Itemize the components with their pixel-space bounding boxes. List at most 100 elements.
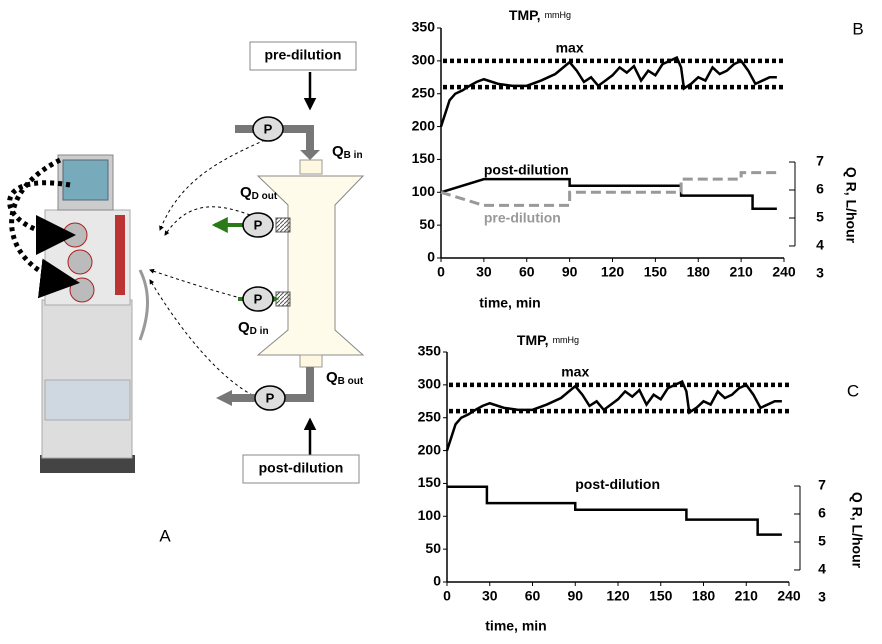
series-line [447, 485, 782, 536]
x-tick-label: 150 [644, 264, 668, 280]
x-tick-label: 30 [476, 264, 492, 280]
x-tick-label: 240 [772, 264, 796, 280]
y-tick-label: 0 [433, 573, 441, 589]
panel-label: C [847, 381, 859, 400]
y-tick-label: 300 [418, 376, 442, 392]
title-unit: mmHg [553, 335, 580, 345]
series-line [439, 55, 777, 127]
x-tick-label: 210 [729, 264, 753, 280]
x-tick-label: 30 [482, 588, 498, 604]
dashed-link [149, 268, 249, 301]
flow-label: QB in [332, 143, 363, 161]
x-tick-label: 0 [437, 264, 445, 280]
y2-tick-label: 3 [818, 589, 826, 605]
flow-label: QD in [238, 319, 269, 337]
flow-q: Q [326, 369, 338, 386]
box [249, 41, 357, 71]
x-label: time, min [479, 295, 540, 311]
y-tick-label: 50 [419, 216, 435, 232]
y-tick-label: 100 [412, 183, 436, 199]
x-tick-label: 180 [687, 264, 711, 280]
y-tick-label: 200 [412, 117, 436, 133]
y-tick-label: 200 [418, 441, 442, 457]
y-tick-label: 250 [418, 408, 442, 424]
x-tick-label: 0 [443, 588, 451, 604]
dialyzer [256, 175, 365, 356]
y2-tick-label: 5 [818, 533, 826, 549]
pump [242, 212, 274, 238]
box-label: pre-dilution [265, 47, 342, 63]
y-tick-label: 50 [425, 540, 441, 556]
pump-label: P [254, 217, 263, 232]
x-tick-label: 60 [519, 264, 535, 280]
dialysis-machine [40, 154, 149, 473]
y2-label: Q R, L/hour [843, 167, 859, 244]
x-tick-label: 90 [562, 264, 578, 280]
cap [299, 354, 323, 368]
x-tick-label: 150 [649, 588, 673, 604]
flow-sub: B out [338, 376, 364, 387]
pump-label: P [254, 291, 263, 306]
pump [242, 286, 274, 312]
chart-title: TMP, mmHg [509, 7, 571, 23]
x-tick-label: 60 [525, 588, 541, 604]
series-label: post-dilution [484, 161, 569, 177]
box [242, 454, 360, 484]
flow-q: Q [332, 143, 344, 160]
pump [252, 116, 284, 142]
chart-title: TMP, mmHg [517, 332, 579, 348]
series-line [445, 379, 782, 451]
y-tick-label: 300 [412, 52, 436, 68]
y-tick-label: 250 [412, 84, 436, 100]
panel-label: A [159, 526, 171, 545]
y-tick-label: 150 [418, 474, 442, 490]
flow-q: Q [238, 319, 250, 336]
x-tick-label: 120 [606, 588, 630, 604]
port [275, 291, 291, 307]
y2-tick-label: 4 [816, 237, 824, 253]
pump-label: P [264, 121, 273, 136]
y-tick-label: 350 [412, 19, 436, 35]
cap [299, 159, 323, 175]
dashed-link [149, 279, 259, 399]
series-label: pre-dilution [484, 209, 561, 225]
title-main: TMP, [509, 7, 541, 23]
y2-tick-label: 6 [818, 505, 826, 521]
reference-label: max [556, 40, 584, 56]
x-tick-label: 240 [777, 588, 801, 604]
x-tick-label: 120 [601, 264, 625, 280]
box-label: post-dilution [259, 460, 344, 476]
y2-tick-label: 6 [816, 181, 824, 197]
title-main: TMP, [517, 332, 549, 348]
flow-label: QD out [240, 184, 278, 202]
x-label: time, min [485, 618, 546, 634]
series-label: post-dilution [575, 476, 660, 492]
flow-sub: D in [250, 326, 269, 337]
panel-label: B [852, 19, 863, 38]
reference-label: max [561, 364, 589, 380]
y-tick-label: 100 [418, 507, 442, 523]
flow-q: Q [240, 184, 252, 201]
series-line [440, 171, 777, 207]
y2-tick-label: 7 [816, 153, 824, 169]
y2-tick-label: 4 [818, 561, 826, 577]
y-tick-label: 0 [427, 249, 435, 265]
pipe-head [300, 150, 320, 160]
dotted-arrow [9, 157, 80, 299]
x-tick-label: 210 [735, 588, 759, 604]
title-unit: mmHg [545, 10, 572, 20]
dashed-link [164, 206, 251, 236]
flow-sub: B in [344, 150, 363, 161]
y-tick-label: 350 [418, 343, 442, 359]
y-tick-label: 150 [412, 150, 436, 166]
y2-label: Q R, L/hour [849, 492, 865, 569]
pump-label: P [266, 390, 275, 405]
flow-label: QB out [326, 369, 364, 387]
pump [254, 385, 286, 411]
pipe-head [216, 390, 232, 406]
y2-tick-label: 5 [816, 209, 824, 225]
flow-sub: D out [252, 191, 278, 202]
y2-tick-label: 7 [818, 477, 826, 493]
port [275, 217, 291, 233]
